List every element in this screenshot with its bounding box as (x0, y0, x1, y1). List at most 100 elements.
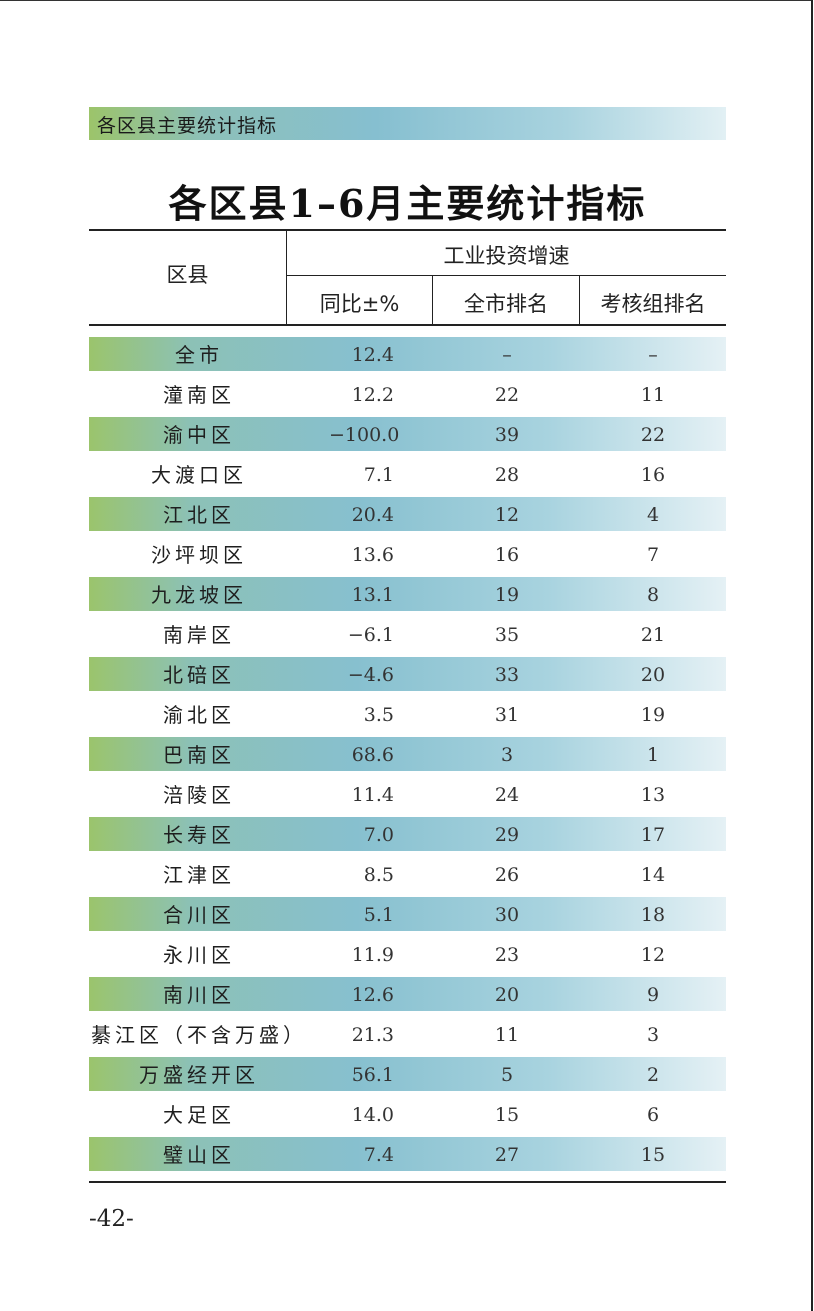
table-body: 全市 12.4– – 潼南区 12.2 22 11 渝中区 −100.0 39 22 大渡口区 7.1 2… (89, 336, 726, 1176)
table-row: 九龙坡区 13.1 19 8 (89, 576, 726, 616)
district-name-cell: 江北区 (163, 503, 235, 527)
city-rank-cell: 29 (494, 824, 520, 846)
row-shading-band (89, 1057, 726, 1091)
yoy-cell: 13.6 (351, 544, 394, 566)
yoy-cell: −100.0 (329, 424, 400, 446)
city-rank-cell: 26 (494, 864, 520, 886)
district-name-cell: 巴南区 (163, 743, 235, 767)
city-rank-cell: 15 (494, 1104, 520, 1126)
yoy-cell: 3.5 (363, 704, 394, 726)
group-rank-cell: 14 (640, 864, 666, 886)
row-shading-band (89, 497, 726, 531)
group-rank-cell: 20 (640, 664, 666, 686)
yoy-cell: 56.1 (351, 1064, 394, 1086)
yoy-cell: 11.4 (351, 784, 394, 806)
city-rank-cell: 19 (494, 584, 520, 606)
yoy-cell: 21.3 (351, 1024, 394, 1046)
district-name-cell: 大渡口区 (151, 463, 247, 487)
header-vline-3 (579, 276, 580, 325)
yoy-cell: 12.6 (351, 984, 394, 1006)
district-name-cell: 涪陵区 (163, 783, 235, 807)
district-name-cell: 沙坪坝区 (151, 543, 247, 567)
district-name-cell: 渝北区 (163, 703, 235, 727)
city-rank-cell: 12 (494, 504, 520, 526)
row-shading-band (89, 337, 726, 371)
yoy-cell: 11.9 (351, 944, 394, 966)
district-name-cell: 璧山区 (163, 1143, 235, 1167)
group-rank-cell: 19 (640, 704, 666, 726)
group-rank-cell: 1 (646, 744, 660, 766)
section-header: 各区县主要统计指标 (97, 115, 278, 137)
table-top-rule (89, 229, 726, 231)
city-rank-cell: 28 (494, 464, 520, 486)
city-rank-cell: 24 (494, 784, 520, 806)
subcol-header-group-rank: 考核组排名 (600, 292, 706, 316)
group-rank-cell: 13 (640, 784, 666, 806)
page-title: 各区县1–6月主要统计指标 (168, 181, 647, 226)
yoy-cell: −4.6 (347, 664, 394, 686)
district-name-cell: 全市 (175, 343, 223, 367)
group-rank-cell: 15 (640, 1144, 666, 1166)
group-rank-cell: 12 (640, 944, 666, 966)
page-number: -42- (89, 1206, 134, 1232)
group-rank-cell: 8 (646, 584, 660, 606)
row-shading-band (89, 417, 726, 451)
district-name-cell: 綦江区（不含万盛） (91, 1023, 307, 1047)
group-rank-cell: 6 (646, 1104, 660, 1126)
table-row: 涪陵区 11.4 24 13 (89, 776, 726, 816)
row-shading-band (89, 657, 726, 691)
yoy-cell: 12.2 (351, 384, 394, 406)
city-rank-cell: 33 (494, 664, 520, 686)
page-border-top (0, 0, 812, 1)
city-rank-cell: 30 (494, 904, 520, 926)
city-rank-cell: 31 (494, 704, 520, 726)
group-rank-cell: 9 (646, 984, 660, 1006)
yoy-cell: 20.4 (351, 504, 394, 526)
yoy-cell: 12.4 (351, 344, 394, 366)
district-name-cell: 南川区 (163, 983, 235, 1007)
yoy-cell: 8.5 (363, 864, 394, 886)
row-shading-band (89, 977, 726, 1011)
group-rank-cell: 22 (640, 424, 666, 446)
table-row: 全市 12.4 – – (89, 336, 726, 376)
table-row: 南岸区 −6.1 35 21 (89, 616, 726, 656)
yoy-cell: 14.0 (351, 1104, 394, 1126)
city-rank-cell: 22 (494, 384, 520, 406)
section-header-band: 各区县主要统计指标 (89, 107, 726, 140)
col-header-district: 区县 (166, 263, 209, 287)
table-row: 潼南区 12.2 22 11 (89, 376, 726, 416)
city-rank-cell: 39 (494, 424, 520, 446)
yoy-cell: 7.0 (363, 824, 394, 846)
yoy-cell: 68.6 (351, 744, 394, 766)
district-name-cell: 永川区 (163, 943, 235, 967)
table-row: 万盛经开区 56.1 5 2 (89, 1056, 726, 1096)
yoy-cell: 7.1 (363, 464, 394, 486)
table-row: 南川区 12.6 20 9 (89, 976, 726, 1016)
district-name-cell: 长寿区 (163, 823, 235, 847)
city-rank-cell: 11 (494, 1024, 520, 1046)
city-rank-cell: 23 (494, 944, 520, 966)
row-shading-band (89, 817, 726, 851)
table-row: 合川区 5.1 30 18 (89, 896, 726, 936)
table-row: 江北区 20.4 12 4 (89, 496, 726, 536)
district-name-cell: 万盛经开区 (139, 1063, 259, 1087)
table-row: 綦江区（不含万盛） 21.3 11 3 (89, 1016, 726, 1056)
group-rank-cell: 7 (646, 544, 660, 566)
row-shading-band (89, 897, 726, 931)
district-name-cell: 大足区 (163, 1103, 235, 1127)
table-row: 璧山区 7.4 27 15 (89, 1136, 726, 1176)
district-name-cell: 北碚区 (163, 663, 235, 687)
city-rank-cell: 16 (494, 544, 520, 566)
table-row: 沙坪坝区 13.6 16 7 (89, 536, 726, 576)
district-name-cell: 合川区 (163, 903, 235, 927)
group-rank-cell: 18 (640, 904, 666, 926)
page-border-right (811, 0, 813, 1311)
subcol-header-city-rank: 全市排名 (464, 292, 548, 316)
yoy-cell: 13.1 (351, 584, 394, 606)
row-shading-band (89, 1137, 726, 1171)
group-rank-cell: – (648, 344, 658, 366)
table-row: 渝中区 −100.0 39 22 (89, 416, 726, 456)
group-rank-cell: 16 (640, 464, 666, 486)
header-vline-2 (432, 276, 433, 325)
row-shading-band (89, 577, 726, 611)
